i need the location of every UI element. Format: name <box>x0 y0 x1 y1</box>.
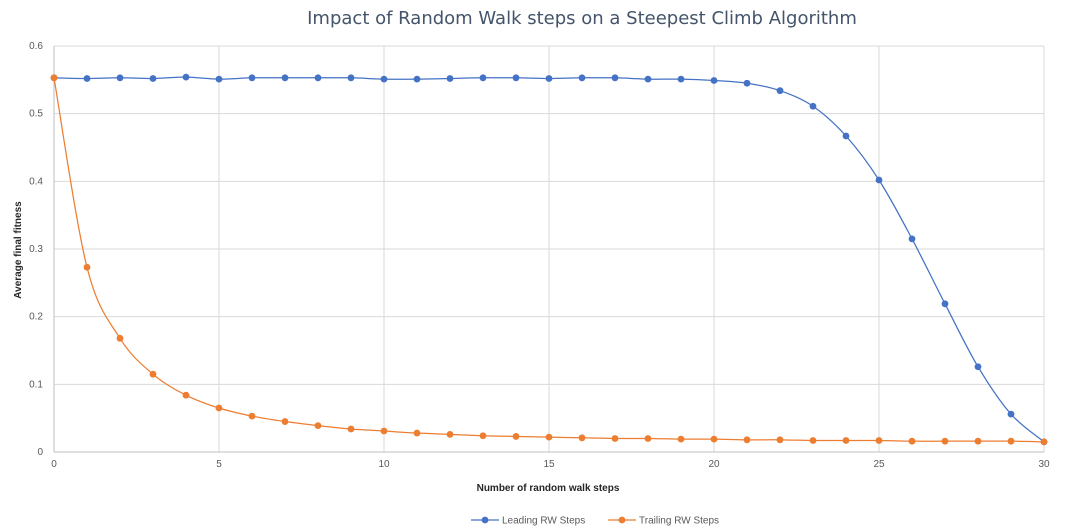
gridlines <box>54 45 1045 452</box>
y-tick-label: 0.3 <box>29 244 43 255</box>
data-point <box>644 435 652 442</box>
data-point <box>578 434 586 442</box>
data-point <box>611 74 619 82</box>
x-tick-label: 10 <box>378 459 390 470</box>
data-point <box>578 74 586 82</box>
legend-marker <box>618 516 626 524</box>
x-tick-label: 0 <box>51 459 57 470</box>
legend-label: Leading RW Steps <box>502 516 585 527</box>
data-point <box>380 75 388 83</box>
data-point <box>809 102 817 110</box>
data-point <box>941 300 949 308</box>
data-point <box>974 437 982 445</box>
data-point <box>710 435 718 443</box>
x-tick-label: 30 <box>1038 459 1050 470</box>
data-point <box>1007 410 1015 418</box>
legend-label: Trailing RW Steps <box>639 516 719 527</box>
data-point <box>413 429 421 437</box>
data-point <box>1040 438 1048 446</box>
data-point <box>842 132 850 140</box>
series-trailing-rw-steps <box>50 74 1048 446</box>
data-point <box>182 391 190 399</box>
data-point <box>182 73 190 81</box>
y-tick-label: 0.5 <box>29 109 43 120</box>
legend-marker <box>481 516 489 524</box>
data-point <box>743 436 751 444</box>
data-point <box>875 176 883 184</box>
chart-title: Impact of Random Walk steps on a Steepes… <box>307 8 857 29</box>
data-point <box>974 363 982 371</box>
data-point <box>347 425 355 433</box>
legend: Leading RW Steps Trailing RW Steps <box>471 516 719 527</box>
data-point <box>116 74 124 82</box>
data-point <box>314 74 322 82</box>
x-tick-label: 20 <box>708 459 720 470</box>
y-tick-label: 0.6 <box>29 41 43 52</box>
data-point <box>710 77 718 84</box>
data-point <box>215 404 223 412</box>
x-tick-label: 5 <box>216 459 222 470</box>
legend-item: Trailing RW Steps <box>608 516 719 527</box>
y-axis-label: Average final fitness <box>13 201 24 299</box>
data-point <box>479 74 487 82</box>
data-point <box>314 422 322 430</box>
data-point <box>941 437 949 445</box>
data-point <box>413 75 421 83</box>
data-point <box>248 412 256 420</box>
data-point <box>347 74 355 82</box>
axes: 0 0.1 0.2 0.3 0.4 0.5 0.6 0 5 10 15 20 25 30 <box>29 41 1050 470</box>
data-point <box>908 437 916 445</box>
data-point <box>380 427 388 435</box>
data-point <box>281 74 289 82</box>
data-point <box>83 263 91 271</box>
data-point <box>644 75 652 83</box>
data-point <box>611 435 619 442</box>
data-point <box>743 79 751 87</box>
data-point <box>149 370 157 378</box>
legend-item: Leading RW Steps <box>471 516 585 527</box>
data-point <box>248 74 256 82</box>
data-point <box>875 437 883 444</box>
data-point <box>116 334 124 342</box>
data-point <box>149 75 157 82</box>
data-point <box>1007 437 1015 445</box>
data-point <box>776 436 784 444</box>
y-tick-label: 0 <box>37 447 43 458</box>
data-point <box>545 433 553 441</box>
data-point <box>446 431 454 438</box>
data-point <box>842 437 850 444</box>
data-point <box>809 437 817 444</box>
data-point <box>215 75 223 83</box>
y-tick-label: 0.4 <box>29 176 43 187</box>
data-point <box>446 75 454 82</box>
x-tick-label: 25 <box>873 459 885 470</box>
series-layer <box>50 73 1048 446</box>
series-leading-rw-steps <box>50 73 1048 446</box>
data-point <box>677 75 685 83</box>
data-point <box>512 433 520 440</box>
data-point <box>50 74 58 82</box>
data-point <box>908 235 916 243</box>
data-point <box>776 87 784 95</box>
data-point <box>83 75 91 82</box>
data-point <box>677 435 685 443</box>
data-point <box>479 432 487 440</box>
x-axis-label: Number of random walk steps <box>477 483 620 494</box>
y-tick-label: 0.1 <box>29 379 43 390</box>
data-point <box>281 418 289 425</box>
y-tick-label: 0.2 <box>29 312 43 323</box>
data-point <box>545 75 553 82</box>
data-point <box>512 74 520 82</box>
x-tick-label: 15 <box>543 459 555 470</box>
